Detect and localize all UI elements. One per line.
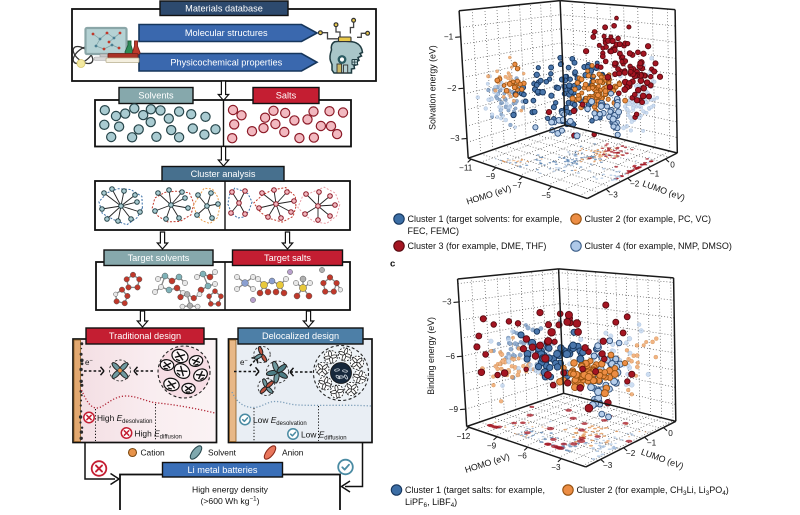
svg-text:Binding energy (eV): Binding energy (eV) [426, 317, 436, 395]
svg-text:0: 0 [670, 160, 675, 169]
svg-text:−2: −2 [447, 84, 457, 93]
svg-text:Cluster 4 (for example, NMP, D: Cluster 4 (for example, NMP, DMSO) [585, 241, 732, 251]
svg-text:−1: −1 [647, 439, 657, 448]
svg-text:Salts: Salts [276, 91, 297, 101]
svg-text:Anion: Anion [282, 448, 304, 458]
svg-text:−2: −2 [626, 449, 636, 458]
svg-text:−2: −2 [630, 180, 640, 189]
svg-text:−12: −12 [456, 432, 470, 441]
svg-text:Cation: Cation [141, 448, 166, 458]
svg-text:Delocalized design: Delocalized design [262, 331, 339, 341]
svg-text:0: 0 [668, 429, 673, 438]
svg-text:Molecular structures: Molecular structures [185, 28, 268, 38]
svg-text:High energy density: High energy density [192, 485, 269, 495]
svg-text:Solvents: Solvents [138, 91, 174, 101]
svg-text:Cluster analysis: Cluster analysis [191, 169, 256, 179]
svg-text:Cluster 1 (target salts: for e: Cluster 1 (target salts: for example, [405, 485, 545, 495]
svg-text:−9: −9 [449, 405, 459, 414]
svg-text:−3: −3 [450, 134, 460, 143]
svg-text:Cluster 1 (target solvents: fo: Cluster 1 (target solvents: for example, [408, 214, 563, 224]
svg-text:−3: −3 [442, 298, 452, 307]
svg-text:−1: −1 [650, 170, 660, 179]
svg-text:−6: −6 [518, 452, 528, 461]
svg-text:Materials database: Materials database [185, 3, 263, 13]
svg-text:FEC, FEMC): FEC, FEMC) [408, 226, 460, 236]
svg-text:−9: −9 [486, 172, 496, 181]
svg-text:−3: −3 [608, 191, 618, 200]
svg-text:Li metal batteries: Li metal batteries [188, 465, 258, 475]
svg-text:Traditional design: Traditional design [109, 331, 181, 341]
svg-text:−1: −1 [444, 33, 454, 42]
svg-text:−3: −3 [551, 463, 561, 472]
svg-text:Cluster 3 (for example, DME, T: Cluster 3 (for example, DME, THF) [408, 241, 547, 251]
svg-text:−7: −7 [512, 181, 522, 190]
svg-text:−11: −11 [459, 164, 473, 173]
svg-text:Solvent: Solvent [208, 448, 237, 458]
svg-text:−5: −5 [541, 191, 551, 200]
svg-text:Physicochemical properties: Physicochemical properties [170, 57, 282, 67]
svg-text:−6: −6 [446, 352, 456, 361]
svg-text:Cluster 2 (for example, PC, VC: Cluster 2 (for example, PC, VC) [585, 214, 712, 224]
svg-text:Solvation energy (eV): Solvation energy (eV) [428, 45, 438, 130]
svg-text:−3: −3 [603, 461, 613, 470]
svg-text:−9: −9 [487, 441, 497, 450]
svg-text:Target solvents: Target solvents [128, 253, 190, 263]
svg-text:c: c [390, 259, 396, 270]
svg-text:Target salts: Target salts [264, 253, 311, 263]
